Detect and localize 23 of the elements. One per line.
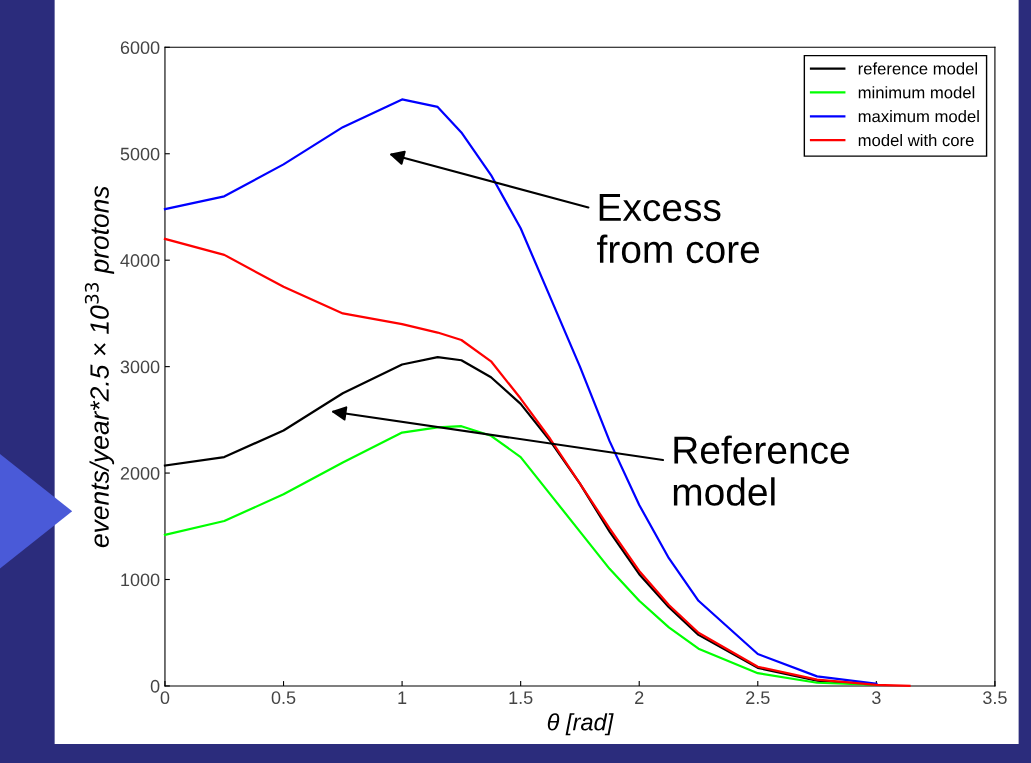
legend-label: maximum model bbox=[858, 110, 979, 123]
x-tick-label: 2 bbox=[635, 691, 644, 704]
x-tick-label: 0 bbox=[160, 691, 170, 705]
x-axis-title: θ [rad] bbox=[547, 713, 614, 736]
y-tick-label: 3000 bbox=[120, 360, 160, 374]
annotation: Excess from core bbox=[597, 194, 760, 264]
y-axis-title: events/year*2.5 × 10$^{33}$ protons bbox=[84, 185, 115, 548]
y-tick-label: 0 bbox=[150, 679, 160, 693]
x-tick-label: 0.5 bbox=[271, 691, 296, 705]
y-tick-label: 2000 bbox=[120, 466, 160, 480]
annotation: Reference model bbox=[673, 435, 849, 506]
x-tick-label: 1.5 bbox=[509, 691, 533, 705]
x-tick-label: 2.5 bbox=[746, 691, 770, 705]
legend-label: minimum model bbox=[858, 86, 975, 99]
y-tick-label: 4000 bbox=[120, 254, 160, 267]
y-tick-label: 1000 bbox=[121, 573, 160, 587]
x-tick-label: 1 bbox=[398, 691, 407, 704]
y-tick-label: 6000 bbox=[120, 41, 160, 55]
x-tick-label: 3 bbox=[872, 691, 881, 705]
legend-label: reference model bbox=[858, 62, 977, 75]
legend-label: model with core bbox=[858, 133, 974, 147]
x-tick-label: 3.5 bbox=[983, 691, 1007, 705]
y-tick-label: 5000 bbox=[120, 147, 160, 161]
